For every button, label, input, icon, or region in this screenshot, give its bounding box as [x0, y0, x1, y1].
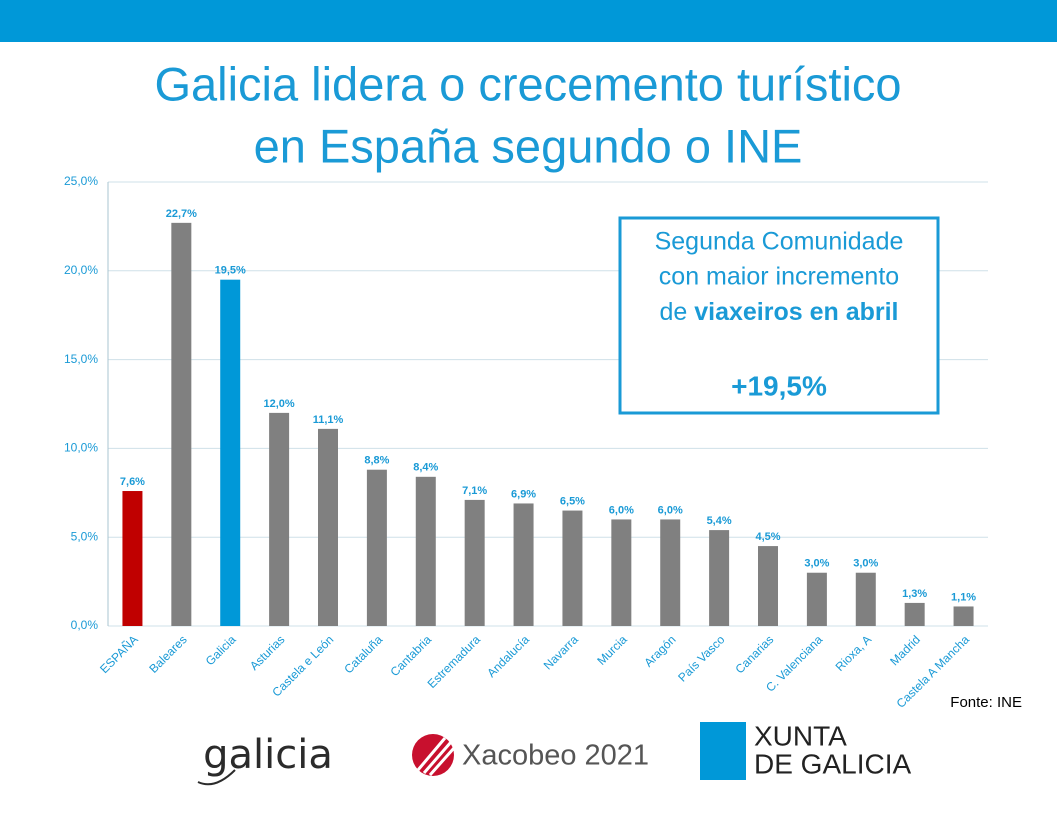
bar: [758, 546, 778, 626]
bar: [806, 572, 827, 626]
x-tick-label: Aragón: [641, 632, 678, 669]
value-label: 4,5%: [755, 531, 780, 543]
y-tick-label: 20,0%: [64, 263, 98, 277]
logo-xunta: XUNTA: [754, 720, 847, 751]
callout-highlight: viaxeiros en abril: [694, 298, 898, 326]
logo-swoosh: [197, 769, 236, 786]
x-tick-label: Estremadura: [425, 632, 484, 691]
title-line: Galicia lidera o crecemento turístico: [154, 57, 901, 110]
x-tick-label: Rioxa, A: [833, 632, 875, 674]
callout-box: [618, 216, 940, 415]
value-label: 12,0%: [264, 398, 295, 410]
logo-xunta-icon: [700, 722, 746, 780]
bar: [220, 279, 241, 626]
x-tick-label: ESPAÑA: [97, 632, 141, 676]
top-bar: [0, 0, 1057, 42]
logo-xacobeo: Xacobeo 2021: [462, 740, 649, 772]
value-label: 7,1%: [462, 485, 487, 497]
callout-text: de viaxeiros en abril: [659, 298, 898, 326]
logo-xunta: DE GALICIA: [754, 748, 911, 779]
value-label: 1,3%: [902, 588, 927, 600]
bar: [709, 530, 730, 626]
bar: [953, 606, 974, 626]
y-tick-label: 15,0%: [64, 352, 98, 366]
callout-prefix: de: [659, 298, 687, 326]
value-label: 6,0%: [609, 504, 634, 516]
bar: [122, 491, 143, 626]
x-tick-label: Galicia: [203, 632, 239, 668]
x-tick-label: Baleares: [146, 632, 189, 675]
x-tick-label: Navarra: [541, 632, 581, 672]
bar: [611, 519, 632, 626]
bar: [269, 412, 290, 626]
y-tick-label: 5,0%: [71, 529, 99, 543]
x-tick-label: Canarias: [733, 632, 777, 676]
value-label: 3,0%: [853, 558, 878, 570]
callout-text: Segunda Comunidade: [655, 228, 904, 256]
bar: [513, 503, 534, 626]
x-tick-label: País Vasco: [675, 632, 727, 684]
value-label: 6,9%: [511, 488, 536, 500]
bar: [366, 469, 387, 626]
value-label: 8,8%: [364, 455, 389, 467]
value-label: 8,4%: [413, 462, 438, 474]
x-tick-label: Cataluña: [341, 632, 385, 676]
bar: [904, 602, 925, 626]
x-tick-label: Andalucía: [484, 632, 532, 680]
x-tick-label: Asturias: [247, 632, 288, 673]
callout-figure: +19,5%: [731, 370, 827, 401]
bar: [318, 428, 338, 626]
x-tick-label: Murcia: [594, 632, 630, 668]
value-label: 22,7%: [166, 208, 197, 220]
bar: [415, 476, 436, 626]
y-tick-label: 25,0%: [64, 174, 98, 188]
bar: [855, 572, 876, 626]
y-tick-label: 0,0%: [71, 618, 99, 632]
bar: [464, 499, 485, 626]
value-label: 3,0%: [804, 558, 829, 570]
bar: [171, 222, 192, 626]
logo-galicia: galicia: [203, 732, 333, 778]
y-tick-label: 10,0%: [64, 441, 98, 455]
logo-xacobeo-icon: [412, 734, 456, 776]
bar: [562, 510, 583, 626]
value-label: 11,1%: [313, 414, 344, 426]
source: Fonte: INE: [950, 694, 1022, 711]
value-label: 5,4%: [707, 515, 732, 527]
value-label: 19,5%: [215, 265, 246, 277]
x-tick-label: Cantabria: [387, 632, 434, 679]
bar: [660, 519, 681, 626]
title-line: en España segundo o INE: [254, 119, 803, 172]
value-label: 6,5%: [560, 495, 585, 507]
callout-text: con maior incremento: [659, 263, 899, 291]
x-tick-label: Madrid: [887, 632, 923, 668]
value-label: 7,6%: [120, 476, 145, 488]
value-label: 1,1%: [951, 591, 976, 603]
value-label: 6,0%: [658, 504, 683, 516]
